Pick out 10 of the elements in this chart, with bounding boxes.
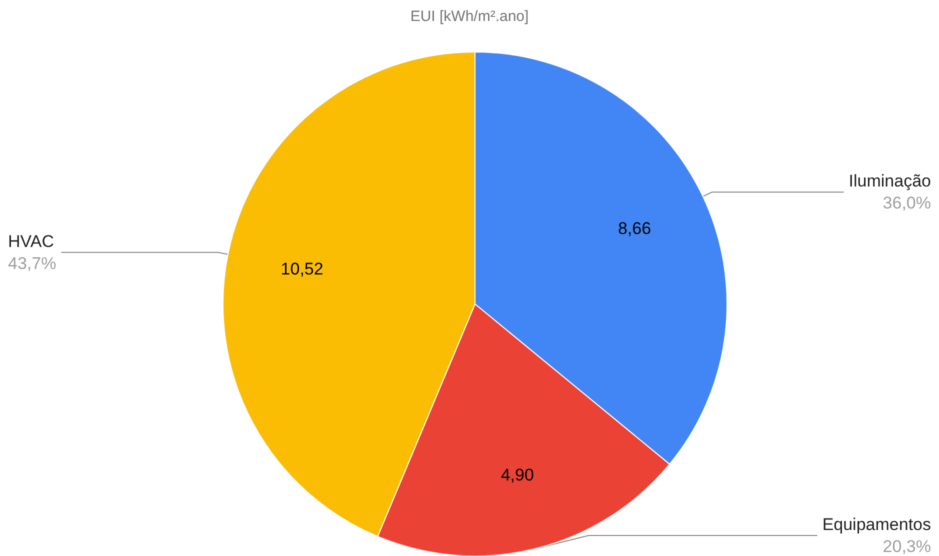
text: 43,7% [8, 254, 56, 273]
slice-label: Equipamentos [822, 515, 931, 534]
text: 20,3% [882, 537, 931, 556]
data-label: 4,90 [500, 466, 534, 485]
slice-label: Iluminação [848, 172, 931, 191]
data-label: 10,52 [280, 260, 324, 279]
slice-label: HVAC [8, 232, 54, 251]
data-label: 8,66 [618, 219, 652, 238]
text: 36,0% [882, 194, 931, 213]
chart-title: EUI [kWh/m².ano] [410, 8, 529, 25]
